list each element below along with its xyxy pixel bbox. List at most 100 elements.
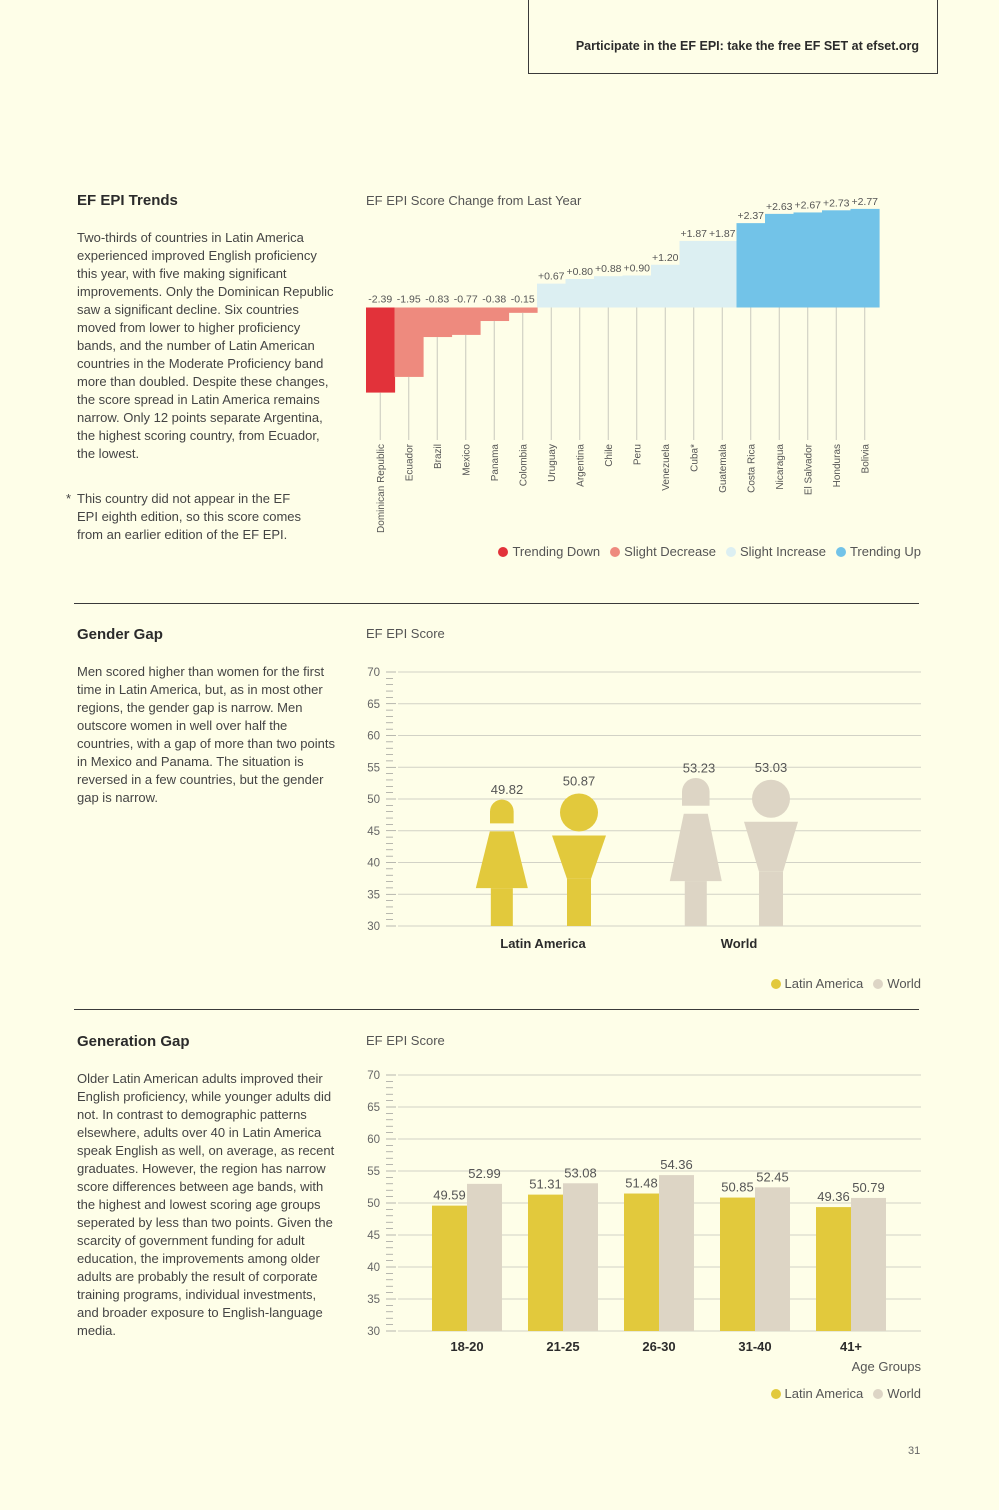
y-tick-label: 35 (367, 889, 380, 901)
legend-dot (873, 979, 884, 989)
legend-item-latin_america: Latin America (770, 1386, 864, 1401)
category-label: Argentina (575, 444, 586, 487)
y-tick-label: 40 (367, 1262, 380, 1274)
bar-Honduras (822, 210, 852, 308)
trends-legend: Trending Down Slight Decrease Slight Incre… (488, 544, 921, 559)
trends-body: Two-thirds of countries in Latin America… (77, 230, 334, 461)
footnote-marker: * (66, 491, 72, 506)
trends-chart-title: EF EPI Score Change from Last Year (366, 193, 582, 208)
female-legs (684, 881, 707, 926)
y-tick-label: 45 (367, 826, 380, 838)
y-tick-label: 50 (367, 794, 380, 806)
legend-dot (835, 547, 846, 557)
y-tick-label: 35 (367, 1294, 380, 1306)
value-label: +0.88 (595, 263, 622, 275)
male-value-label: 50.87 (563, 773, 596, 788)
trends-title: EF EPI Trends (77, 192, 178, 209)
legend-dot (610, 547, 621, 557)
category-label: Peru (632, 444, 643, 465)
value-label: +1.87 (680, 228, 707, 240)
value-label: -0.15 (511, 294, 535, 306)
bar-Mexico (451, 307, 481, 335)
header-cta-text: Participate in the EF EPI: take the free… (575, 39, 919, 53)
category-label: Latin America (500, 936, 586, 951)
category-label: El Salvador (803, 443, 814, 495)
category-label: Dominican Republic (376, 444, 387, 533)
generation-title: Generation Gap (77, 1033, 190, 1050)
legend-label: Latin America (784, 1386, 864, 1401)
y-tick-label: 60 (367, 731, 380, 743)
divider-1 (74, 603, 919, 604)
value-label: +1.20 (652, 252, 679, 264)
trends-footnote: * This country did not appear in the EF … (66, 490, 307, 544)
gender-chart-title: EF EPI Score (366, 626, 445, 641)
value-label: -0.38 (482, 294, 506, 306)
bar-Dominican Republic (366, 307, 396, 393)
female-value-label: 53.23 (683, 760, 716, 775)
value-label: +2.77 (851, 196, 878, 208)
category-label: 31-40 (738, 1339, 771, 1354)
legend-item-down: Trending Down (498, 544, 600, 559)
category-label: Honduras (832, 444, 843, 487)
category-label: Bolivia (860, 444, 871, 474)
legend-item-up: Trending Up (835, 544, 921, 559)
gender-legend: Latin America World (761, 976, 921, 991)
value-label: -2.39 (368, 294, 392, 306)
legend-item-latin_america: Latin America (770, 976, 863, 991)
bar-Nicaragua (765, 213, 795, 308)
category-label: 41+ (840, 1339, 862, 1354)
bar-26-30-1 (659, 1175, 694, 1331)
value-label: +2.73 (823, 197, 850, 209)
generation-chart-title: EF EPI Score (366, 1033, 445, 1048)
female-figure-1 (669, 777, 722, 926)
legend-item-world: World (873, 1386, 921, 1401)
category-label: 18-20 (450, 1339, 483, 1354)
value-label: +0.80 (566, 266, 593, 278)
value-label: +2.37 (737, 210, 764, 222)
legend-label: Trending Up (849, 544, 921, 559)
y-tick-label: 30 (367, 921, 380, 933)
value-label: +1.87 (709, 228, 736, 240)
value-label: +2.67 (794, 199, 821, 211)
female-value-label: 49.82 (491, 782, 524, 797)
value-label: 51.31 (529, 1177, 562, 1192)
bar-Argentina (565, 279, 595, 308)
male-head (752, 779, 790, 818)
generation-legend: Latin America World (761, 1386, 921, 1401)
category-label: Brazil (433, 444, 444, 469)
legend-dot (770, 1389, 781, 1399)
bar-Ecuador (394, 307, 424, 377)
bar-Uruguay (537, 283, 567, 308)
category-label: Mexico (461, 444, 472, 476)
male-value-label: 53.03 (755, 760, 788, 775)
value-label: 54.36 (660, 1157, 693, 1172)
value-label: 52.45 (756, 1169, 789, 1184)
y-tick-label: 45 (367, 1230, 380, 1242)
y-tick-label: 50 (367, 1198, 380, 1210)
male-torso (552, 835, 606, 879)
bar-Bolivia (850, 208, 880, 308)
female-head (490, 799, 514, 824)
category-label: Costa Rica (746, 444, 757, 493)
value-label: 49.36 (817, 1189, 850, 1204)
x-axis-label: Age Groups (852, 1359, 922, 1374)
category-label: Uruguay (547, 444, 558, 482)
category-label: Venezuela (661, 444, 672, 491)
female-dress (669, 813, 722, 882)
bar-18-20-1 (467, 1183, 502, 1331)
male-torso (744, 821, 798, 872)
category-label: 21-25 (546, 1339, 579, 1354)
y-tick-label: 65 (367, 1102, 380, 1114)
category-label: Ecuador (404, 443, 415, 481)
category-label: Panama (490, 444, 501, 482)
bar-Colombia (508, 307, 538, 313)
legend-item-world: World (873, 976, 921, 991)
y-tick-label: 65 (367, 699, 380, 711)
value-label: -1.95 (397, 294, 421, 306)
trends-chart: -2.39 Dominican Republic -1.95 Ecuador -0.83… (366, 196, 880, 533)
divider-2 (74, 1009, 919, 1010)
value-label: 51.48 (625, 1176, 658, 1191)
bar-31-40-1 (755, 1187, 790, 1331)
y-tick-label: 55 (367, 762, 380, 774)
y-tick-label: 40 (367, 858, 380, 870)
